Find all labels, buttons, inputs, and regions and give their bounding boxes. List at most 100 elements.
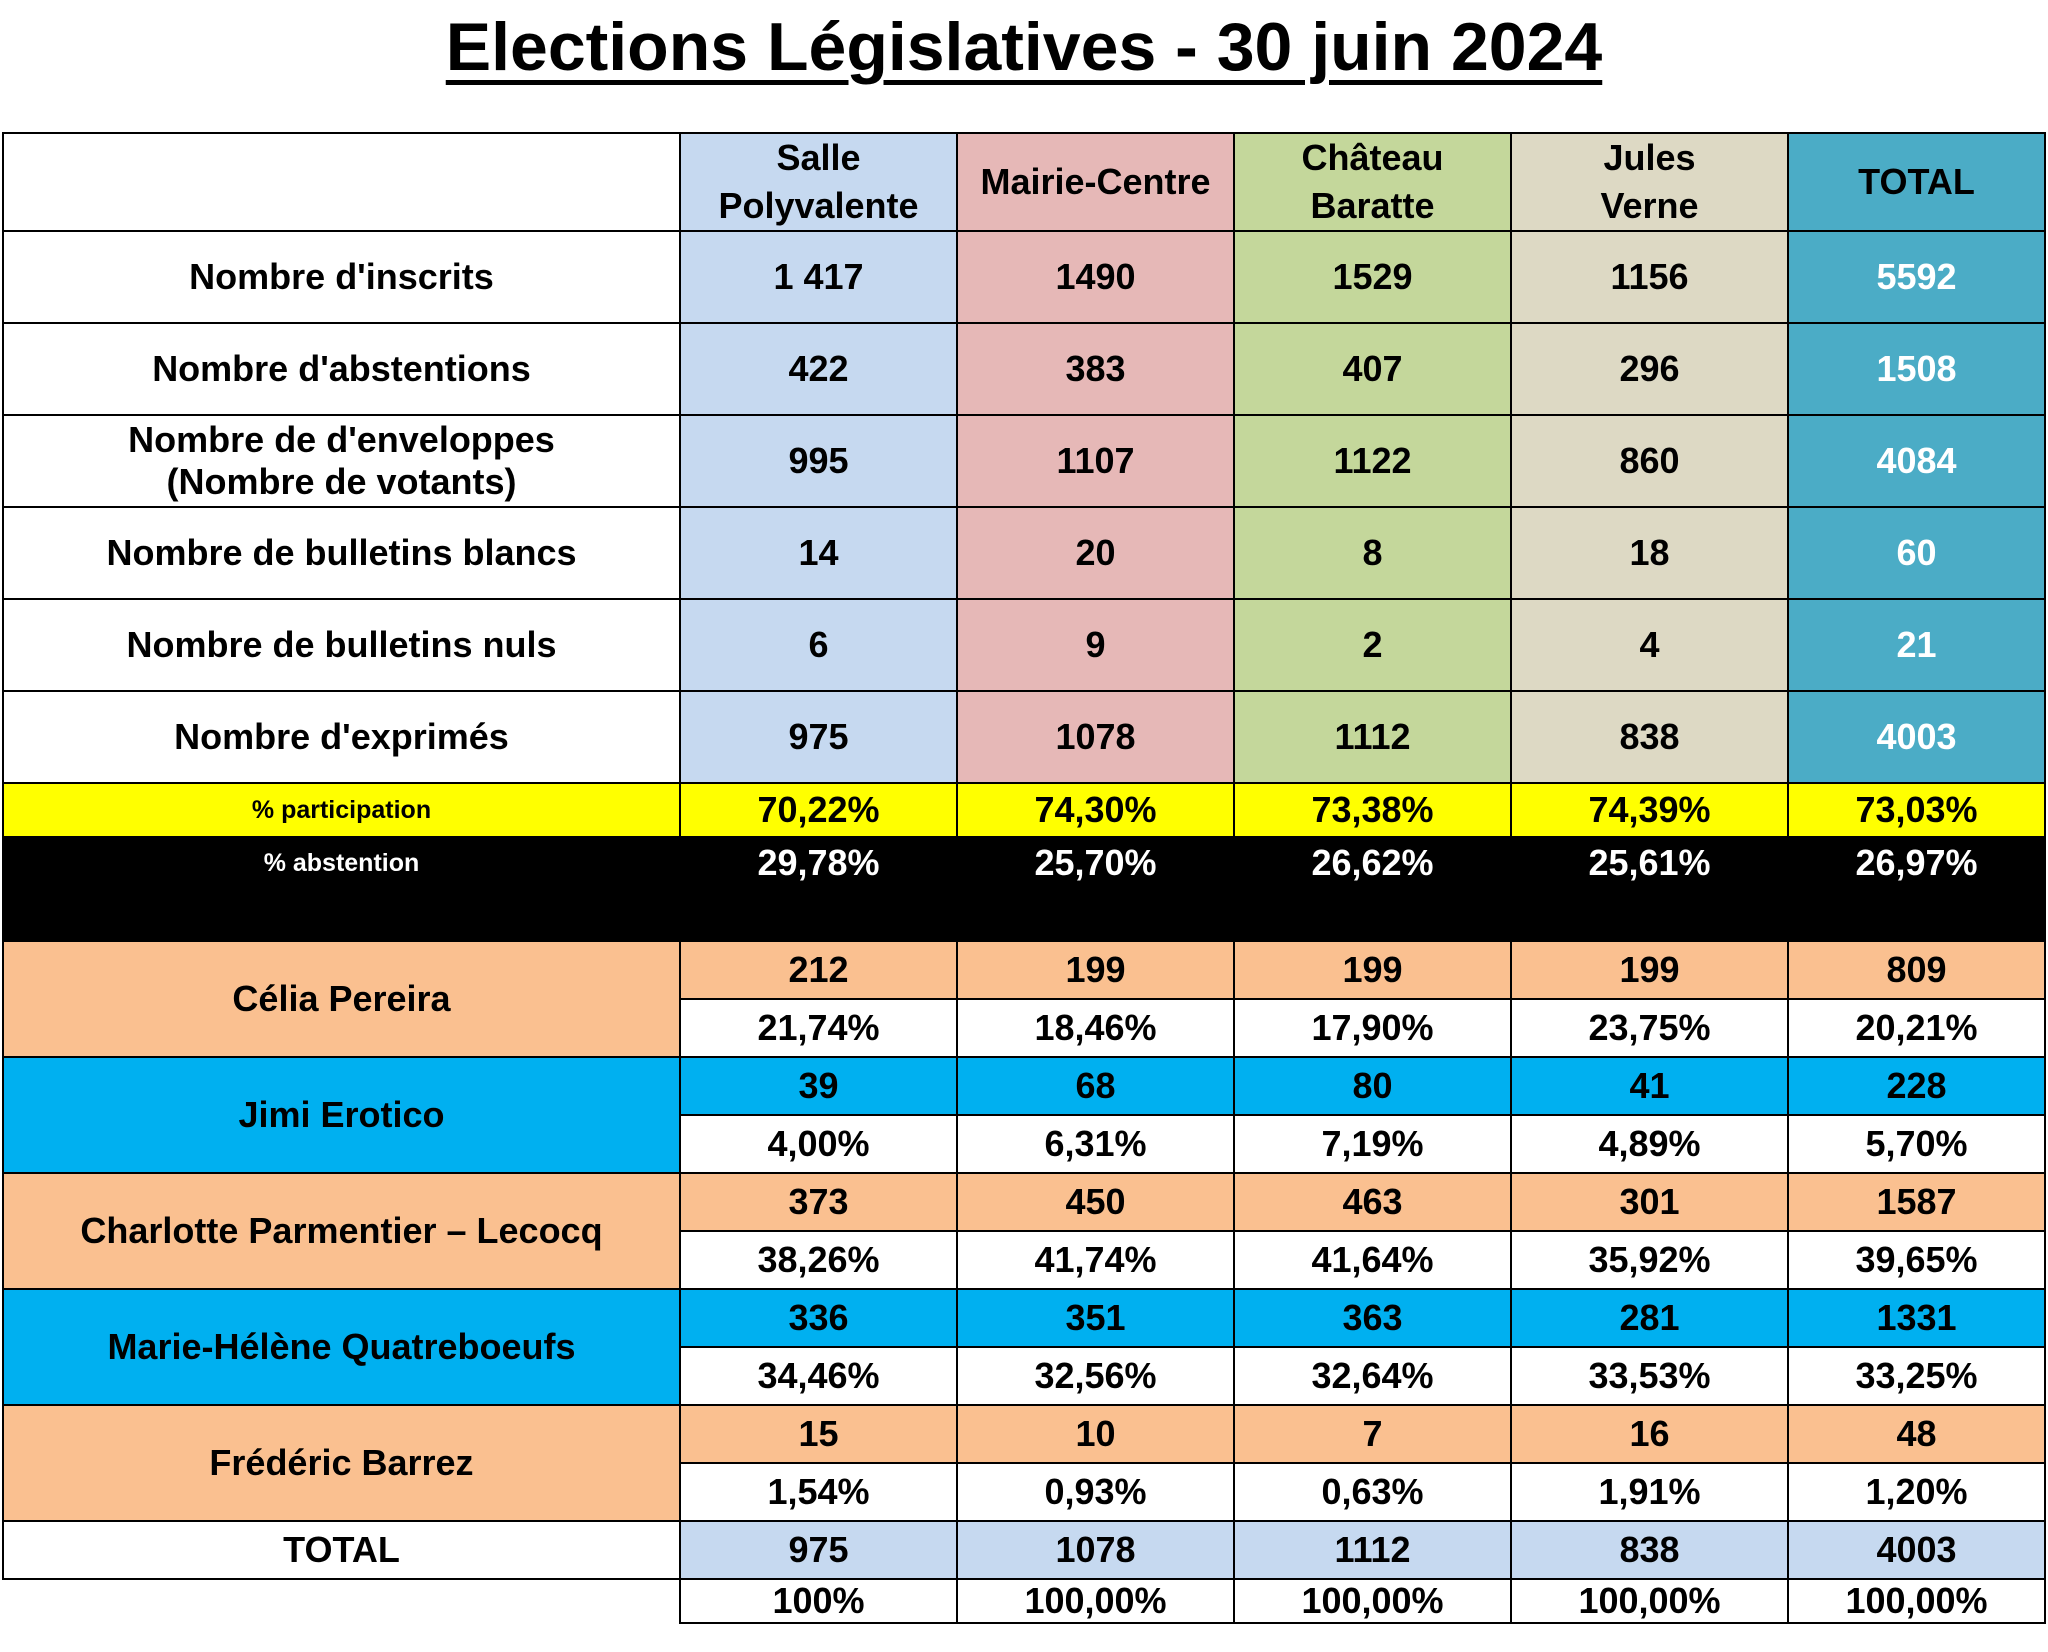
total-percent-total: 100,00% <box>1787 1578 2046 1624</box>
stat-value-salle-polyvalente: 975 <box>679 690 958 784</box>
candidate-votes-jules-verne: 301 <box>1510 1172 1789 1232</box>
stat-label: Nombre de d'enveloppes (Nombre de votants… <box>2 414 681 508</box>
candidate-votes-salle-polyvalente: 39 <box>679 1056 958 1116</box>
column-header-total: TOTAL <box>1787 132 2046 232</box>
candidate-votes-total: 809 <box>1787 940 2046 1000</box>
separator-bar <box>2 888 2046 942</box>
total-label: TOTAL <box>2 1520 681 1580</box>
candidate-percent-jules-verne: 23,75% <box>1510 998 1789 1058</box>
candidate-percent-total: 5,70% <box>1787 1114 2046 1174</box>
total-percent-salle-polyvalente: 100% <box>679 1578 958 1624</box>
candidate-votes-mairie-centre: 10 <box>956 1404 1235 1464</box>
stat-value-mairie-centre: 1107 <box>956 414 1235 508</box>
stat-value-mairie-centre: 20 <box>956 506 1235 600</box>
candidate-votes-row: Célia Pereira 212 199 199 199 809 <box>2 940 2046 1058</box>
candidate-percent-salle-polyvalente: 34,46% <box>679 1346 958 1406</box>
candidate-name: Célia Pereira <box>2 940 681 1058</box>
candidate-percent-jules-verne: 33,53% <box>1510 1346 1789 1406</box>
stat-value-total: 4003 <box>1787 690 2046 784</box>
abstention-value-jules-verne: 25,61% <box>1510 836 1789 890</box>
candidate-percent-total: 1,20% <box>1787 1462 2046 1522</box>
stat-value-total: 4084 <box>1787 414 2046 508</box>
stat-value-jules-verne: 838 <box>1510 690 1789 784</box>
total-row: TOTAL 975 1078 1112 838 4003 <box>2 1520 2046 1580</box>
candidate-percent-total: 39,65% <box>1787 1230 2046 1290</box>
results-table: Salle Polyvalente Mairie-Centre Château Bara… <box>2 132 2046 1624</box>
candidate-percent-salle-polyvalente: 38,26% <box>679 1230 958 1290</box>
candidate-votes-mairie-centre: 351 <box>956 1288 1235 1348</box>
total-percent-row: 100% 100,00% 100,00% 100,00% 100,00% <box>3 1578 2046 1624</box>
column-header-chateau-baratte: Château Baratte <box>1233 132 1512 232</box>
candidate-votes-jules-verne: 281 <box>1510 1288 1789 1348</box>
stat-value-salle-polyvalente: 422 <box>679 322 958 416</box>
stat-value-jules-verne: 1156 <box>1510 230 1789 324</box>
candidate-votes-row: Charlotte Parmentier – Lecocq 373 450 463 30… <box>2 1172 2046 1290</box>
candidate-name: Charlotte Parmentier – Lecocq <box>2 1172 681 1290</box>
candidate-percent-row: 34,46% 32,56% 32,64% 33,53% 33,25% <box>3 1346 2046 1406</box>
results-table-body: Salle Polyvalente Mairie-Centre Château Bara… <box>2 132 2046 1624</box>
candidate-percent-jules-verne: 1,91% <box>1510 1462 1789 1522</box>
candidate-votes-row: Frédéric Barrez 15 10 7 16 48 <box>2 1404 2046 1522</box>
column-header-jules-verne: Jules Verne <box>1510 132 1789 232</box>
candidate-votes-chateau-baratte: 80 <box>1233 1056 1512 1116</box>
candidate-percent-mairie-centre: 41,74% <box>956 1230 1235 1290</box>
candidate-votes-jules-verne: 16 <box>1510 1404 1789 1464</box>
candidate-votes-salle-polyvalente: 15 <box>679 1404 958 1464</box>
abstention-value-chateau-baratte: 26,62% <box>1233 836 1512 890</box>
separator-cell <box>2 888 2046 942</box>
stat-value-salle-polyvalente: 995 <box>679 414 958 508</box>
candidate-percent-row: 1,54% 0,93% 0,63% 1,91% 1,20% <box>3 1462 2046 1522</box>
stat-value-total: 5592 <box>1787 230 2046 324</box>
total-value-jules-verne: 838 <box>1510 1520 1789 1580</box>
stat-label: Nombre d'exprimés <box>2 690 681 784</box>
stat-row: Nombre de d'enveloppes (Nombre de votants… <box>2 414 2046 508</box>
participation-label: % participation <box>2 782 681 838</box>
candidate-percent-mairie-centre: 18,46% <box>956 998 1235 1058</box>
stat-value-salle-polyvalente: 14 <box>679 506 958 600</box>
stat-row: Nombre d'abstentions 422 383 407 296 1508 <box>2 322 2046 416</box>
candidate-votes-row: Jimi Erotico 39 68 80 41 228 <box>2 1056 2046 1174</box>
participation-value-chateau-baratte: 73,38% <box>1233 782 1512 838</box>
stat-value-salle-polyvalente: 6 <box>679 598 958 692</box>
total-value-total: 4003 <box>1787 1520 2046 1580</box>
total-value-salle-polyvalente: 975 <box>679 1520 958 1580</box>
candidate-percent-chateau-baratte: 41,64% <box>1233 1230 1512 1290</box>
candidate-name: Marie-Hélène Quatreboeufs <box>2 1288 681 1406</box>
stat-label: Nombre de bulletins nuls <box>2 598 681 692</box>
candidate-votes-chateau-baratte: 7 <box>1233 1404 1512 1464</box>
stat-row: Nombre de bulletins nuls 6 9 2 4 21 <box>2 598 2046 692</box>
candidate-votes-salle-polyvalente: 336 <box>679 1288 958 1348</box>
candidate-percent-chateau-baratte: 32,64% <box>1233 1346 1512 1406</box>
candidate-percent-salle-polyvalente: 4,00% <box>679 1114 958 1174</box>
candidate-percent-salle-polyvalente: 1,54% <box>679 1462 958 1522</box>
total-value-mairie-centre: 1078 <box>956 1520 1235 1580</box>
candidate-percent-mairie-centre: 0,93% <box>956 1462 1235 1522</box>
stat-row: Nombre d'inscrits 1 417 1490 1529 1156 5592 <box>2 230 2046 324</box>
candidate-votes-chateau-baratte: 199 <box>1233 940 1512 1000</box>
participation-value-total: 73,03% <box>1787 782 2046 838</box>
stat-row: Nombre d'exprimés 975 1078 1112 838 4003 <box>2 690 2046 784</box>
candidate-votes-mairie-centre: 199 <box>956 940 1235 1000</box>
candidate-votes-salle-polyvalente: 373 <box>679 1172 958 1232</box>
header-corner-cell <box>2 132 681 232</box>
candidate-percent-chateau-baratte: 0,63% <box>1233 1462 1512 1522</box>
participation-value-salle-polyvalente: 70,22% <box>679 782 958 838</box>
stat-value-jules-verne: 860 <box>1510 414 1789 508</box>
candidate-percent-chateau-baratte: 7,19% <box>1233 1114 1512 1174</box>
candidate-percent-row: 21,74% 18,46% 17,90% 23,75% 20,21% <box>3 998 2046 1058</box>
stat-value-mairie-centre: 9 <box>956 598 1235 692</box>
stat-label: Nombre de bulletins blancs <box>2 506 681 600</box>
candidate-percent-mairie-centre: 6,31% <box>956 1114 1235 1174</box>
candidate-percent-jules-verne: 4,89% <box>1510 1114 1789 1174</box>
stat-value-jules-verne: 18 <box>1510 506 1789 600</box>
candidate-votes-mairie-centre: 68 <box>956 1056 1235 1116</box>
candidate-percent-row: 4,00% 6,31% 7,19% 4,89% 5,70% <box>3 1114 2046 1174</box>
candidate-votes-total: 1587 <box>1787 1172 2046 1232</box>
total-value-chateau-baratte: 1112 <box>1233 1520 1512 1580</box>
candidate-votes-jules-verne: 41 <box>1510 1056 1789 1116</box>
candidate-percent-jules-verne: 35,92% <box>1510 1230 1789 1290</box>
candidate-name: Frédéric Barrez <box>2 1404 681 1522</box>
column-header-salle-polyvalente: Salle Polyvalente <box>679 132 958 232</box>
stat-value-chateau-baratte: 1122 <box>1233 414 1512 508</box>
stat-value-jules-verne: 296 <box>1510 322 1789 416</box>
